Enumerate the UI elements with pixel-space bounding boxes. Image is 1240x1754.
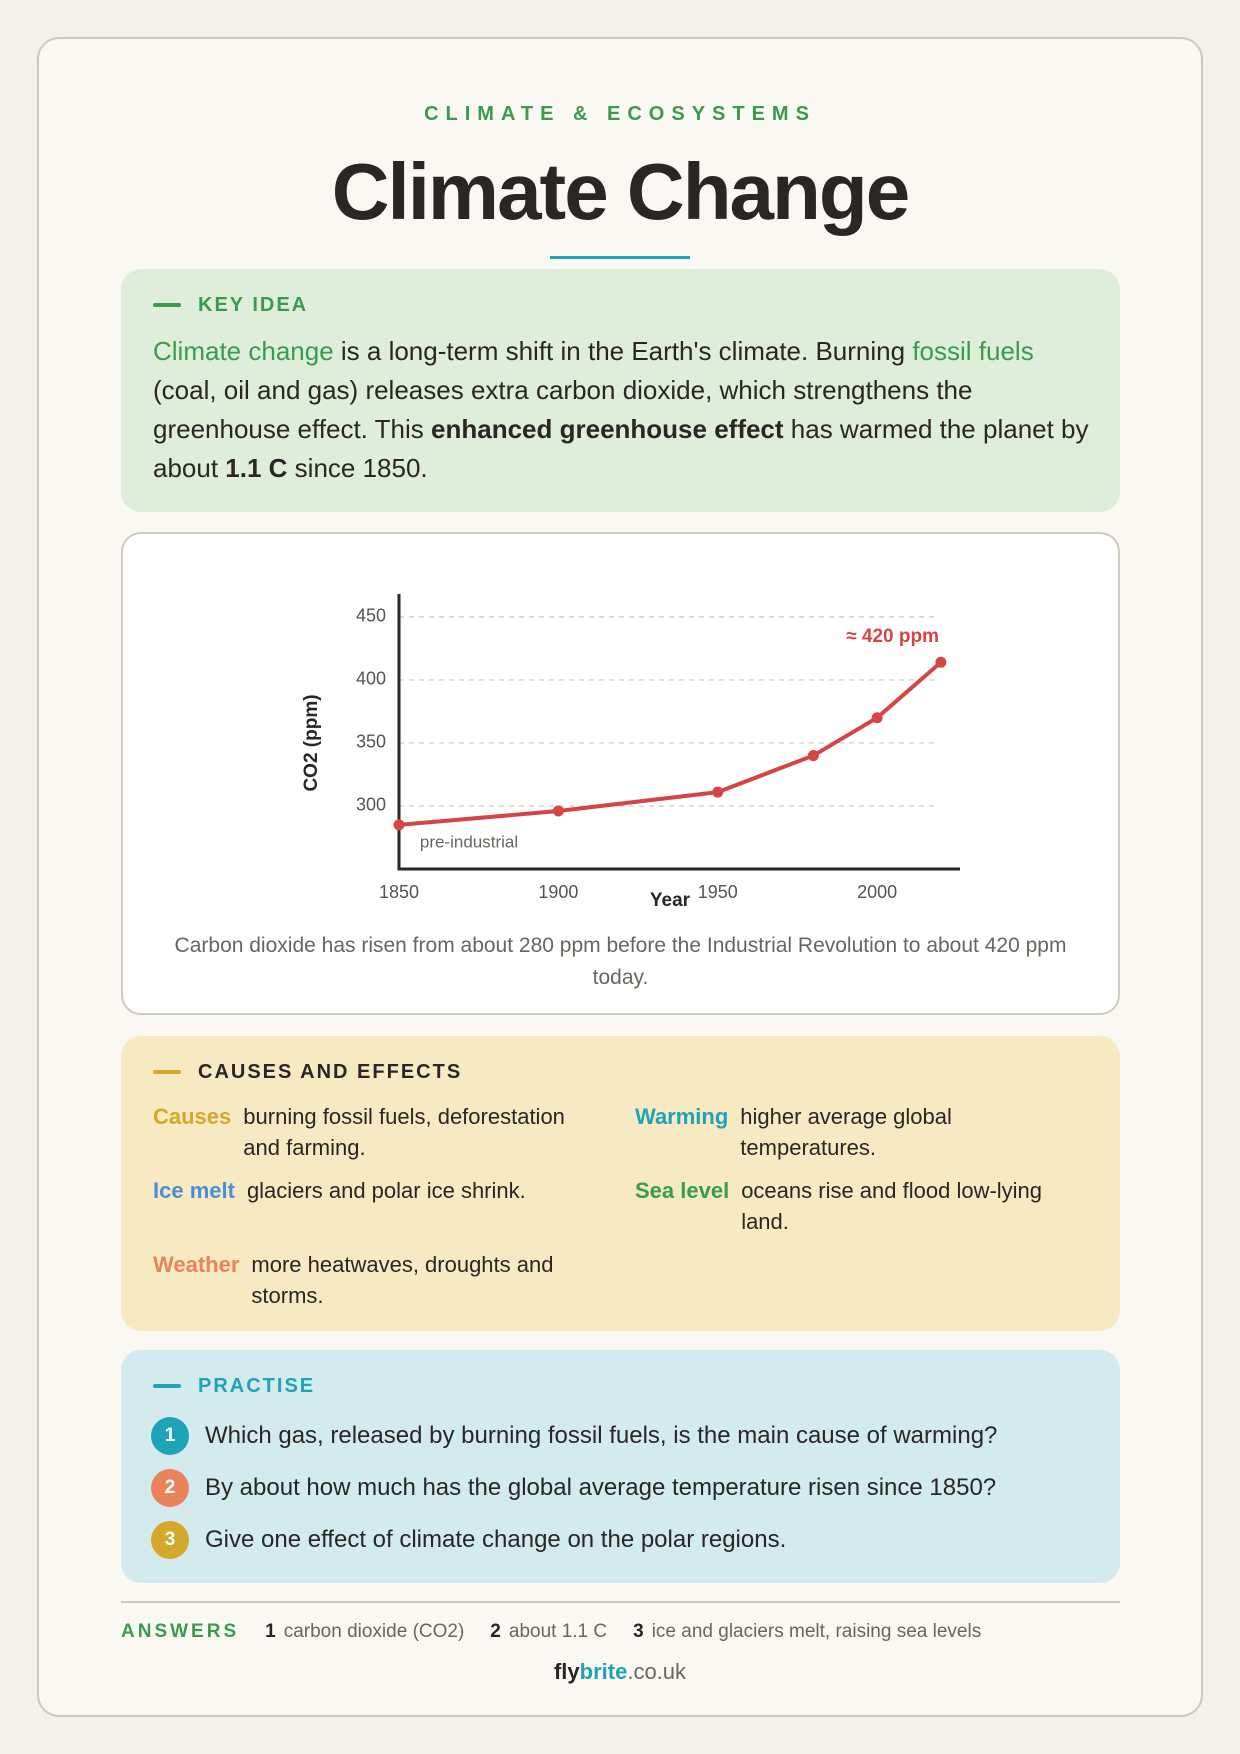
answers-label: ANSWERS — [121, 1621, 240, 1642]
data-line — [398, 660, 943, 827]
key-idea: KEY IDEA Climate change is a long-term s… — [121, 269, 1120, 512]
question-number: 2 — [151, 1469, 189, 1507]
question-text: Which gas, released by burning fossil fu… — [205, 1422, 998, 1449]
section-label: CAUSES AND EFFECTS — [153, 1059, 1092, 1085]
data-point — [712, 786, 724, 798]
brand-part: fly — [553, 1659, 580, 1684]
text: has warmed the planet by about — [153, 414, 1089, 483]
question: 3 Give one effect of climate change on th… — [151, 1514, 1092, 1566]
answer-number: 3 — [633, 1621, 644, 1642]
title: Climate Change — [331, 147, 911, 236]
answer-number: 2 — [490, 1621, 501, 1642]
answer: 3 ice and glaciers melt, raising sea leve… — [633, 1620, 981, 1644]
x-tick-label: 2000 — [857, 882, 897, 902]
item-text: burning fossil fuels, deforestation and … — [243, 1104, 565, 1160]
x-axis-label: Year — [650, 890, 691, 911]
emphasis: 1.1 C — [225, 453, 288, 483]
question: 1 Which gas, released by burning fossil f… — [151, 1410, 1092, 1462]
cause-effect-item: Causes burning fossil fuels, deforestatio… — [153, 1101, 635, 1163]
cause-effect-item: Ice melt glaciers and polar ice shrink. — [153, 1175, 635, 1237]
item-term: Weather — [153, 1252, 240, 1277]
text: (coal, oil and gas) releases extra carbo… — [153, 375, 973, 444]
data-point — [807, 750, 819, 762]
term: fossil fuels — [912, 336, 1034, 366]
data-point — [871, 712, 883, 724]
data-point — [393, 819, 405, 831]
data-point — [935, 656, 947, 668]
answer-text: ice and glaciers melt, raising sea level… — [651, 1621, 982, 1642]
text: since 1850. — [287, 453, 428, 483]
dash — [153, 1070, 181, 1074]
chart-box: 300 350 400 450 1850 1900 1950 2000 Year CO2 (ppm… — [121, 532, 1120, 1015]
causes-grid: Causes burning fossil fuels, deforestatio… — [153, 1101, 1092, 1311]
causes-effects: CAUSES AND EFFECTS Causes burning fossil … — [121, 1036, 1120, 1331]
brand-part: brite — [579, 1659, 628, 1684]
item-term: Causes — [153, 1104, 232, 1129]
data-point — [552, 805, 564, 817]
question: 2 By about how much has the global averag… — [151, 1462, 1092, 1514]
label-text: CAUSES AND EFFECTS — [198, 1061, 463, 1083]
item-term: Warming — [635, 1104, 729, 1129]
answer-number: 1 — [265, 1621, 276, 1642]
text: is a long-term shift in the Earth's clim… — [333, 336, 913, 366]
term: Climate change — [153, 336, 334, 366]
chart: 300 350 400 450 1850 1900 1950 2000 Year CO2 (ppm… — [301, 594, 960, 911]
annotation: pre-industrial — [420, 832, 518, 851]
item-term: Ice melt — [153, 1178, 235, 1203]
key-idea-body: Climate change is a long-term shift in t… — [153, 332, 1092, 488]
label-text: PRACTISE — [198, 1375, 316, 1397]
questions: 1 Which gas, released by burning fossil f… — [151, 1410, 1092, 1566]
dash — [153, 303, 181, 307]
x-tick-label: 1900 — [538, 882, 578, 902]
y-tick-label: 450 — [356, 606, 386, 626]
cause-effect-item: Weather more heatwaves, droughts and stor… — [153, 1249, 635, 1311]
item-text: more heatwaves, droughts and storms. — [251, 1252, 554, 1308]
practise: PRACTISE 1 Which gas, released by burning… — [121, 1350, 1120, 1583]
dash — [153, 1384, 181, 1388]
answer-text: carbon dioxide (CO2) — [283, 1621, 465, 1642]
y-axis-label: CO2 (ppm) — [301, 694, 322, 791]
cause-effect-item: Sea level oceans rise and flood low-lying… — [635, 1175, 1092, 1237]
question-text: Give one effect of climate change on the… — [205, 1526, 787, 1553]
y-tick-label: 300 — [356, 795, 386, 815]
answer: 2 about 1.1 C — [490, 1620, 607, 1644]
x-tick-label: 1950 — [698, 882, 738, 902]
item-text: glaciers and polar ice shrink. — [246, 1178, 526, 1203]
question-number: 3 — [151, 1521, 189, 1559]
chart-caption: Carbon dioxide has risen from about 280 … — [174, 934, 1067, 989]
answer: 1 carbon dioxide (CO2) — [265, 1620, 464, 1644]
brand: flybrite.co.uk — [0, 1658, 1240, 1686]
title-underline — [550, 256, 690, 259]
x-tick-label: 1850 — [379, 882, 419, 902]
answer-text: about 1.1 C — [508, 1621, 608, 1642]
separator — [121, 1601, 1120, 1603]
question-number: 1 — [151, 1417, 189, 1455]
y-tick-label: 400 — [356, 669, 386, 689]
section-label: PRACTISE — [153, 1373, 1092, 1399]
annotation: ≈ 420 ppm — [846, 626, 939, 647]
item-text: higher average global temperatures. — [740, 1104, 952, 1160]
answers: ANSWERS 1 carbon dioxide (CO2) 2 about 1.1 … — [121, 1620, 1120, 1644]
y-tick-label: 350 — [356, 732, 386, 752]
question-text: By about how much has the global average… — [205, 1474, 997, 1501]
brand-part: .co.uk — [627, 1659, 687, 1684]
label-text: KEY IDEA — [198, 294, 309, 316]
kicker: CLIMATE & ECOSYSTEMS — [424, 103, 816, 125]
cause-effect-item: Warming higher average global temperature… — [635, 1101, 1092, 1163]
emphasis: enhanced greenhouse effect — [431, 414, 784, 444]
item-text: oceans rise and flood low-lying land. — [741, 1178, 1043, 1234]
section-label: KEY IDEA — [153, 292, 1092, 318]
item-term: Sea level — [635, 1178, 730, 1203]
